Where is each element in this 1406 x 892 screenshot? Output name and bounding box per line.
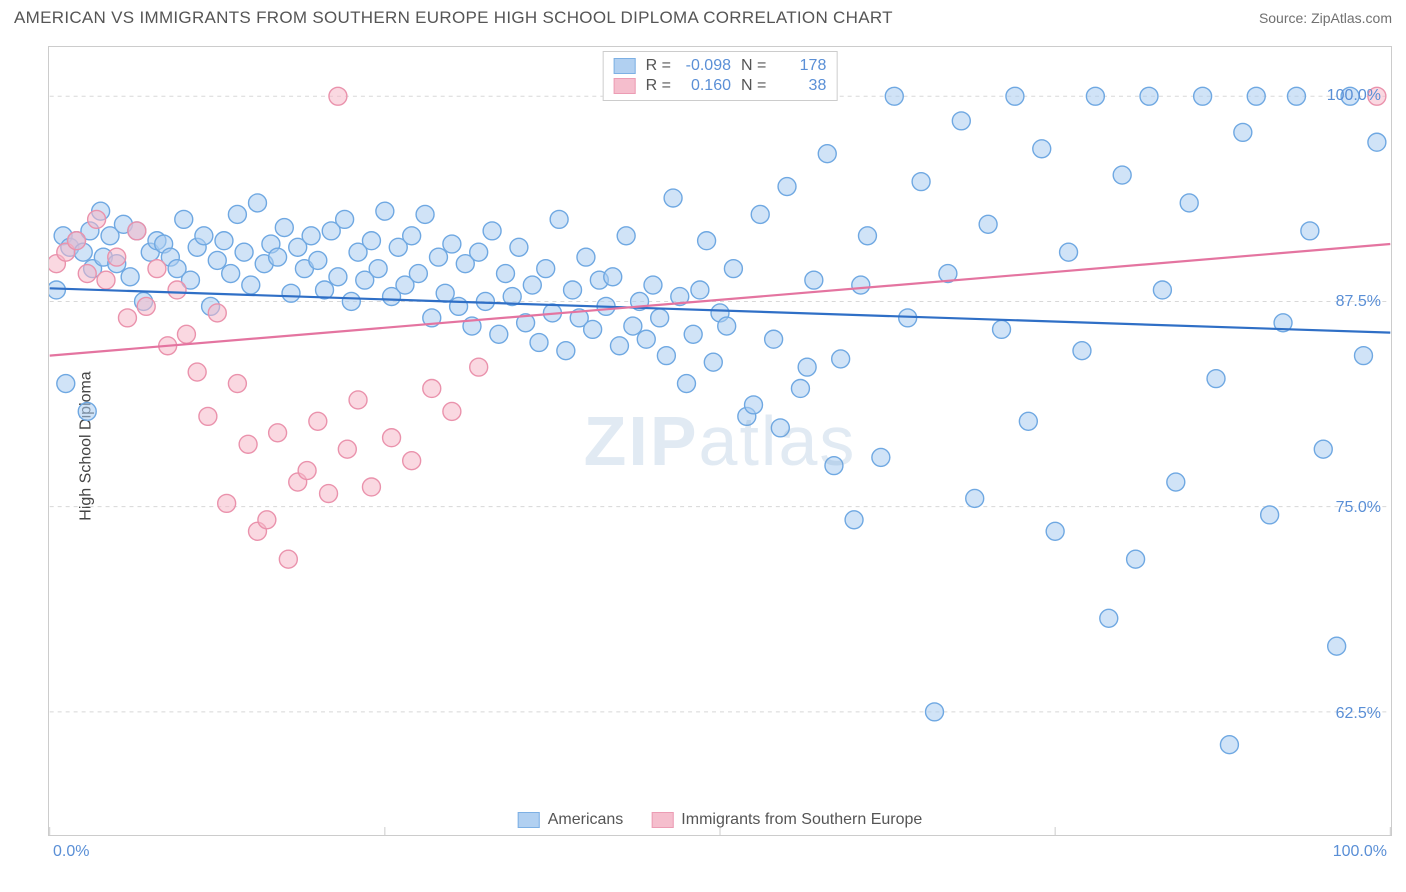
x-tick-label: 0.0% (53, 843, 89, 861)
y-tick-label: 87.5% (1336, 293, 1381, 311)
y-tick-label: 62.5% (1336, 705, 1381, 723)
r-value-americans: -0.098 (679, 57, 731, 75)
legend-item-americans: Americans (518, 811, 624, 829)
stats-row-immigrants: R = 0.160 N = 38 (614, 76, 827, 96)
legend-label-immigrants: Immigrants from Southern Europe (681, 811, 922, 829)
correlation-stats-box: R = -0.098 N = 178 R = 0.160 N = 38 (603, 51, 838, 101)
chart-plot-area: ZIPatlas R = -0.098 N = 178 R = 0.160 N … (48, 46, 1392, 836)
n-label: N = (741, 77, 766, 95)
y-tick-label: 100.0% (1327, 87, 1381, 105)
swatch-immigrants (614, 78, 636, 94)
r-label: R = (646, 77, 671, 95)
legend-swatch-americans (518, 812, 540, 828)
n-value-americans: 178 (774, 57, 826, 75)
scatter-svg (49, 47, 1391, 835)
n-value-immigrants: 38 (774, 77, 826, 95)
n-label: N = (741, 57, 766, 75)
bottom-legend: Americans Immigrants from Southern Europ… (518, 811, 923, 829)
chart-title: AMERICAN VS IMMIGRANTS FROM SOUTHERN EUR… (14, 8, 893, 28)
legend-label-americans: Americans (548, 811, 624, 829)
legend-swatch-immigrants (651, 812, 673, 828)
source-label: Source: ZipAtlas.com (1259, 10, 1392, 26)
y-tick-label: 75.0% (1336, 499, 1381, 517)
legend-item-immigrants: Immigrants from Southern Europe (651, 811, 922, 829)
stats-row-americans: R = -0.098 N = 178 (614, 56, 827, 76)
x-tick-label: 100.0% (1333, 843, 1387, 861)
swatch-americans (614, 58, 636, 74)
r-value-immigrants: 0.160 (679, 77, 731, 95)
r-label: R = (646, 57, 671, 75)
